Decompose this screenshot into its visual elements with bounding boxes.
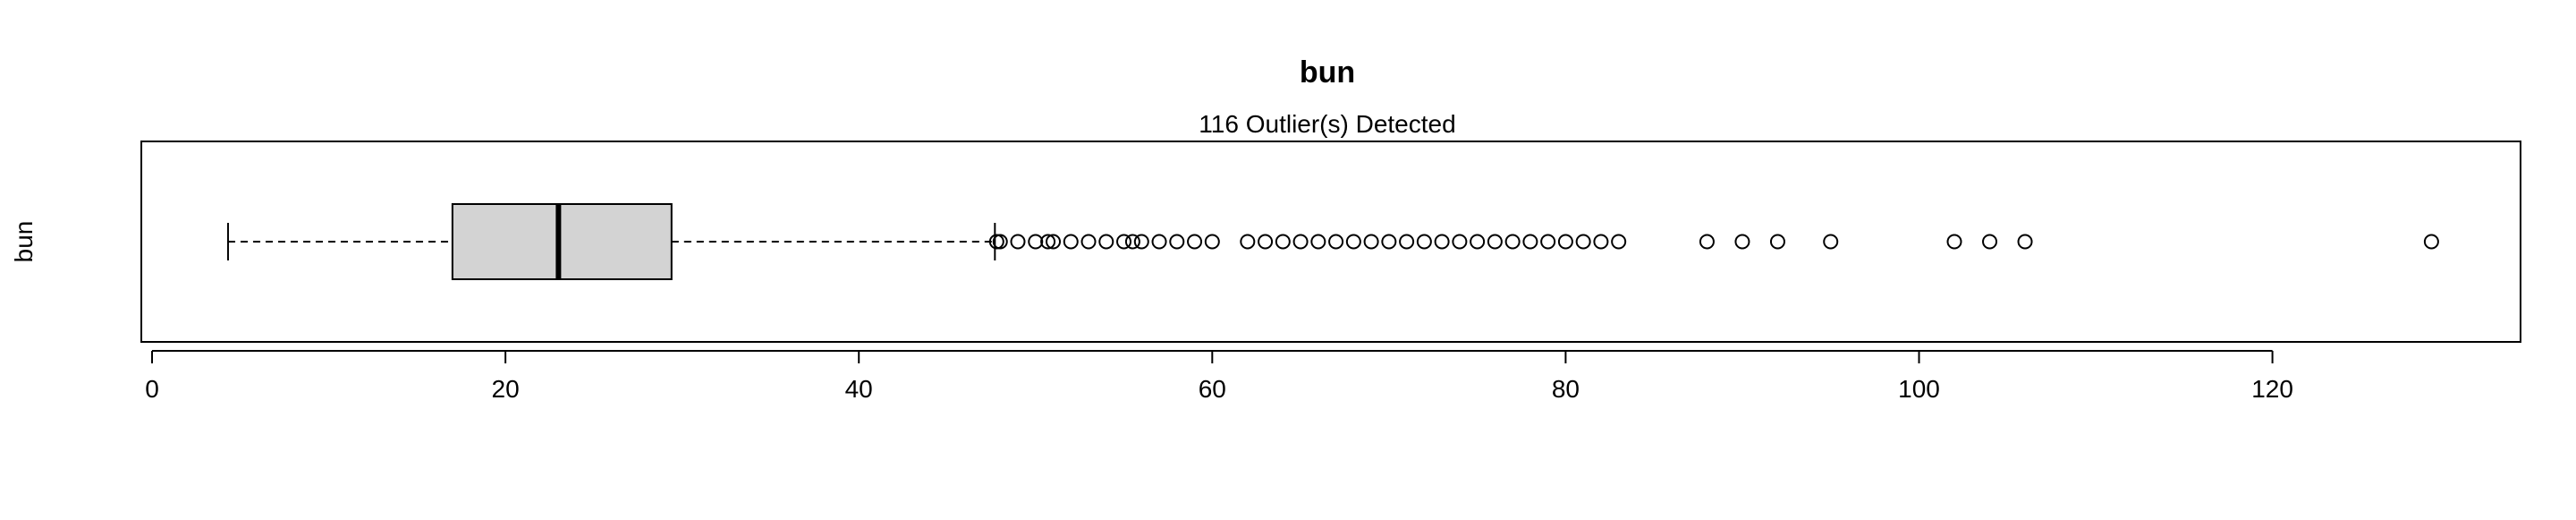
outlier-point (1080, 234, 1097, 250)
x-tick-label: 0 (145, 375, 159, 403)
chart-subtitle: 116 Outlier(s) Detected (1199, 110, 1455, 138)
outlier-point (1275, 234, 1291, 250)
x-axis: 0 20 40 60 80 100 120 (145, 350, 2293, 403)
outlier-point (1187, 234, 1203, 250)
outlier-point (1133, 234, 1149, 250)
outlier-point (1416, 234, 1432, 250)
outlier-point (1328, 234, 1344, 250)
outlier-point (1124, 234, 1140, 250)
x-tick-label: 60 (1199, 375, 1226, 403)
outlier-point (1982, 234, 1998, 250)
outlier-point (1116, 234, 1132, 250)
outlier-point (1258, 234, 1274, 250)
outlier-point (2017, 234, 2033, 250)
iqr-box (451, 203, 673, 280)
outlier-point (1470, 234, 1486, 250)
outlier-point (1028, 234, 1044, 250)
outlier-point (992, 234, 1008, 250)
outlier-point (1769, 234, 1785, 250)
outlier-point (1399, 234, 1415, 250)
outlier-point (1240, 234, 1256, 250)
y-axis-label: bun (10, 221, 38, 263)
outlier-point (1046, 234, 1062, 250)
outlier-point (1557, 234, 1573, 250)
outlier-point (1575, 234, 1591, 250)
plot-frame (140, 141, 2521, 343)
outlier-point (1452, 234, 1468, 250)
outlier-point (1345, 234, 1361, 250)
outlier-point (1823, 234, 1839, 250)
outlier-point (1098, 234, 1114, 250)
x-tick-label: 100 (1898, 375, 1940, 403)
outlier-point (1204, 234, 1220, 250)
outlier-point (1522, 234, 1538, 250)
outlier-point (1063, 234, 1079, 250)
outlier-point (1593, 234, 1609, 250)
chart-title: bun (1300, 55, 1355, 90)
outlier-point (1040, 234, 1056, 250)
outlier-point (1292, 234, 1309, 250)
outlier-point (1434, 234, 1450, 250)
outlier-point (1734, 234, 1750, 250)
outlier-point (1010, 234, 1026, 250)
outlier-point (1504, 234, 1521, 250)
x-tick-label: 40 (845, 375, 873, 403)
outlier-point (1151, 234, 1167, 250)
x-tick-label: 20 (492, 375, 520, 403)
x-tick-label: 80 (1552, 375, 1580, 403)
outlier-point (1540, 234, 1556, 250)
outlier-point (1169, 234, 1185, 250)
outlier-point (1363, 234, 1379, 250)
outlier-point (1487, 234, 1503, 250)
outlier-layer (988, 234, 2439, 250)
outlier-point (1946, 234, 1962, 250)
box-layer (226, 203, 996, 280)
outlier-point (1699, 234, 1715, 250)
outlier-point (1381, 234, 1397, 250)
outlier-point (2423, 234, 2439, 250)
x-tick-label: 120 (2251, 375, 2293, 403)
outlier-point (1611, 234, 1627, 250)
outlier-point (1310, 234, 1326, 250)
